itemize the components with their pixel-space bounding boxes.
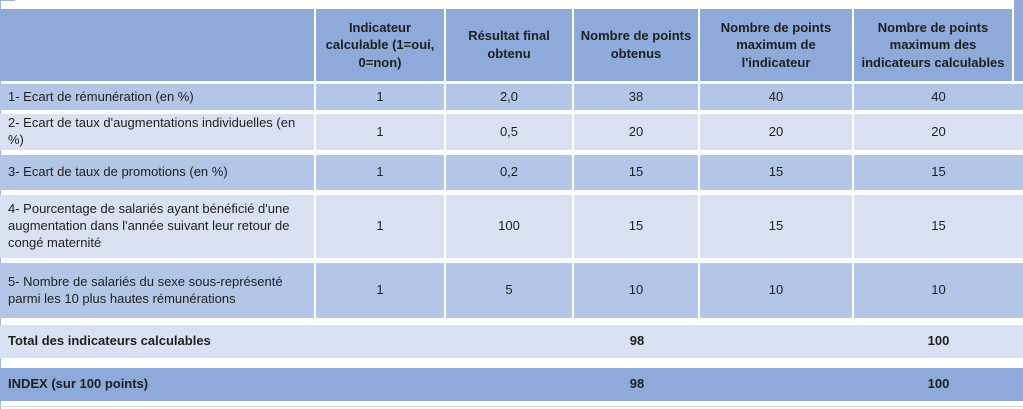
calculable-cell: 1 — [316, 195, 446, 258]
header-row-label — [0, 9, 316, 81]
resultat-cell: 0,2 — [446, 155, 574, 190]
max-calculables-cell: 15 — [854, 195, 1023, 258]
points-cell: 15 — [574, 155, 700, 190]
total-max-calculables-cell: 100 — [927, 333, 950, 349]
points-cell: 15 — [574, 195, 700, 258]
calculable-cell: 1 — [316, 114, 446, 150]
total-label: Total des indicateurs calculables — [8, 333, 211, 349]
total-points-cell: 98 — [629, 333, 645, 349]
max-indicateur-cell: 15 — [700, 195, 854, 258]
table-row-retour-conge-maternite: 4- Pourcentage de salariés ayant bénéfic… — [0, 195, 1023, 258]
table-header-row: Indicateur calculable (1=oui, 0=non) Rés… — [0, 9, 1023, 81]
calculable-cell: 1 — [316, 263, 446, 318]
table-row-ecart-remuneration: 1- Ecart de rémunération (en %) 1 2,0 38… — [0, 84, 1023, 110]
table-row-ecart-promotions: 3- Ecart de taux de promotions (en %) 1 … — [0, 155, 1023, 190]
header-points-obtenus: Nombre de points obtenus — [574, 9, 700, 81]
max-indicateur-cell: 10 — [700, 263, 854, 318]
row-label: 1- Ecart de rémunération (en %) — [0, 84, 316, 110]
points-cell: 38 — [574, 84, 700, 110]
max-indicateur-cell: 40 — [700, 84, 854, 110]
row-label: 2- Ecart de taux d'augmentations individ… — [0, 114, 316, 150]
resultat-cell: 2,0 — [446, 84, 574, 110]
index-max-calculables-cell: 100 — [927, 376, 950, 392]
header-points-max-indicateur: Nombre de points maximum de l'indicateur — [700, 9, 854, 81]
index-label: INDEX (sur 100 points) — [8, 376, 149, 392]
resultat-cell: 0,5 — [446, 114, 574, 150]
max-calculables-cell: 40 — [854, 84, 1023, 110]
max-calculables-cell: 10 — [854, 263, 1023, 318]
index-points-cell: 98 — [629, 376, 645, 392]
row-label: 3- Ecart de taux de promotions (en %) — [0, 155, 316, 190]
max-calculables-cell: 15 — [854, 155, 1023, 190]
header-points-max-calculables: Nombre de points maximum des indicateurs… — [854, 9, 1014, 81]
points-cell: 20 — [574, 114, 700, 150]
calculable-cell: 1 — [316, 84, 446, 110]
table-row-total: Total des indicateurs calculables 98 100 — [0, 325, 1023, 358]
header-resultat-final: Résultat final obtenu — [446, 9, 574, 81]
row-label: 5- Nombre de salariés du sexe sous-repré… — [0, 263, 316, 318]
row-label: 4- Pourcentage de salariés ayant bénéfic… — [0, 195, 316, 258]
points-cell: 10 — [574, 263, 700, 318]
resultat-cell: 5 — [446, 263, 574, 318]
max-indicateur-cell: 15 — [700, 155, 854, 190]
header-filler-cell — [1014, 9, 1023, 81]
table-row-index: INDEX (sur 100 points) 98 100 — [0, 368, 1023, 401]
table-bottom-border-line — [0, 406, 1023, 407]
resultat-cell: 100 — [446, 195, 574, 258]
calculable-cell: 1 — [316, 155, 446, 190]
cropped-adjacent-cell — [1014, 0, 1023, 9]
table-row-hautes-remunerations: 5- Nombre de salariés du sexe sous-repré… — [0, 263, 1023, 318]
max-indicateur-cell: 20 — [700, 114, 854, 150]
table-top-border-line — [0, 0, 15, 1]
max-calculables-cell: 20 — [854, 114, 1023, 150]
table-row-ecart-augmentations: 2- Ecart de taux d'augmentations individ… — [0, 114, 1023, 150]
header-indicateur-calculable: Indicateur calculable (1=oui, 0=non) — [316, 9, 446, 81]
